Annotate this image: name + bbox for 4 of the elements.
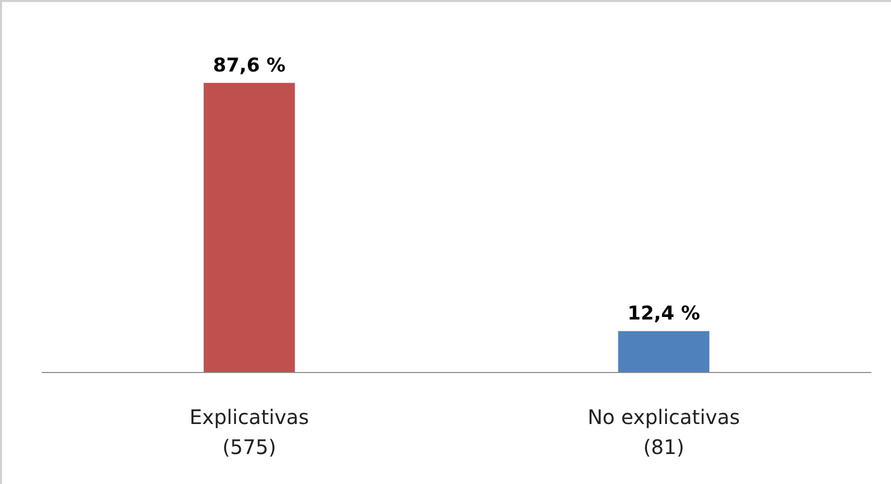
x-tick-label: Explicativas (575) (190, 405, 309, 459)
data-label: 87,6 % (212, 54, 286, 76)
data-label: 12,4 % (627, 302, 700, 325)
x-tick-label: No explicativas (81) (588, 405, 740, 459)
